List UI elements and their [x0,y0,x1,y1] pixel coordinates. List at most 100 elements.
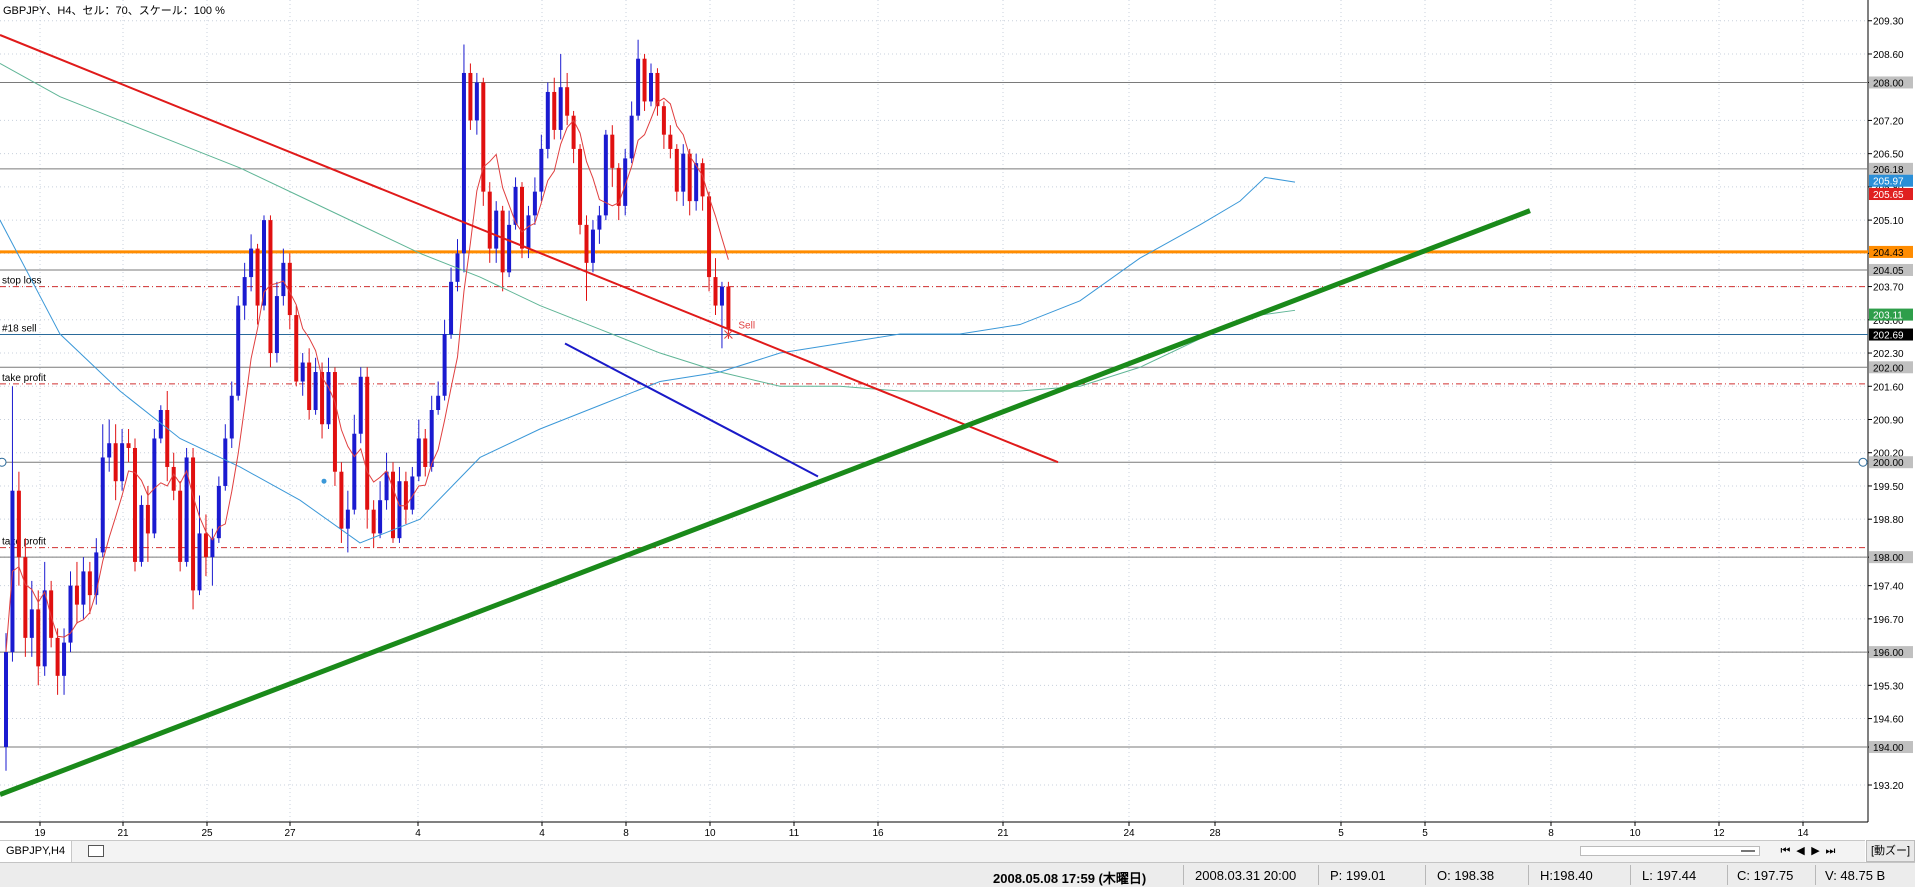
candle-body [371,509,376,534]
date-tick-label: 21 [117,828,129,839]
trendline-blue [564,342,819,478]
status-p: P: 199.01 [1330,868,1386,883]
candle-body [603,134,608,216]
candle-body [539,148,544,192]
candle-body [262,220,266,306]
date-tick-label: 11 [789,828,800,839]
candle-body [326,372,331,425]
candle-body [81,571,86,605]
date-tick-label: 4 [539,828,545,839]
date-tick-label: 4 [415,828,421,839]
price-chart[interactable]: #18 sell stop loss take profit take profit S… [0,0,1915,840]
price-tag [1869,741,1913,754]
price-tag [1869,174,1913,187]
scroll-thumb[interactable] [1741,850,1755,852]
date-tick-label: 21 [997,828,1009,839]
indicator-dot [321,478,327,484]
moving-average-blue [0,176,1296,544]
price-tag [1869,162,1913,175]
status-high: H:198.40 [1540,868,1593,883]
candle-body [526,215,531,249]
stop-loss-label: stop loss [2,276,41,287]
price-tag-label: 206.18 [1873,165,1904,176]
tab-gbpjpy-h4[interactable]: GBPJPY,H4 [0,841,73,862]
candle-body [178,490,183,562]
candle-body [397,481,402,539]
auto-zoom-button[interactable]: [動ズー] [1866,840,1915,862]
candle-body [249,248,254,278]
candle-body [358,376,363,434]
horizontal-scrollbar[interactable] [1580,846,1760,856]
status-datetime: 2008.05.08 17:59 (木曜日) [993,871,1147,886]
price-tag [1869,646,1913,659]
price-tag [1869,188,1913,201]
price-tick-label: 206.50 [1873,150,1904,161]
price-tag-label: 208.00 [1873,78,1904,89]
position-line-label: #18 sell [2,324,36,335]
candle-body [545,91,550,149]
scroll-next-icon[interactable]: ▶ [1811,845,1820,857]
candle-body [552,91,557,130]
candle-body [339,471,344,529]
candle-body [442,334,447,396]
trendline-green [0,208,1531,797]
window-icon[interactable] [88,845,104,857]
candle-body [378,500,383,534]
candle-body [126,443,131,448]
price-tick-label: 209.30 [1873,17,1904,28]
price-tick-label: 195.30 [1873,681,1904,692]
candle-body [197,533,202,591]
scroll-last-icon[interactable]: ⏭ [1825,845,1836,857]
candle-body [100,457,105,553]
price-tag [1869,263,1913,276]
price-tag-label: 196.00 [1873,648,1904,659]
period-separator-marker [1858,457,1868,467]
status-close: C: 197.75 [1737,868,1794,883]
price-tag-label: 203.11 [1873,311,1903,322]
candle-body [320,372,325,425]
price-tick-label: 207.20 [1873,116,1904,127]
candle-body [416,438,421,477]
price-tick-label: 196.70 [1873,615,1904,626]
price-tick-label: 197.40 [1873,582,1904,593]
candle-body [287,262,292,316]
candle-body [274,296,279,354]
candle-body [449,281,454,335]
candle-body [216,485,221,539]
candle-body [171,466,176,491]
chart-area[interactable]: #18 sell stop loss take profit take profit S… [0,0,1915,863]
candle-body [223,438,228,486]
candle-body [68,585,73,643]
price-tick-label: 208.60 [1873,50,1904,61]
candle-body [384,471,389,501]
candle-body [55,637,60,676]
scroll-first-icon[interactable]: ⏮ [1780,845,1791,857]
candle-body [649,72,653,102]
candle-body [133,447,137,562]
take-profit-line-label: take profit [2,537,46,548]
candle-body [629,115,634,159]
candle-body [565,87,570,116]
price-tag-label: 204.05 [1873,266,1904,277]
scroll-prev-icon[interactable]: ◀ [1796,845,1805,857]
candle-body [107,443,112,458]
candle-body [242,277,247,306]
candle-body [23,557,28,638]
candle-body [494,210,499,249]
price-tag [1869,76,1913,89]
candle-body [36,609,41,667]
price-tag-label: 204.43 [1873,248,1904,259]
candle-body [487,191,492,249]
candle-body [210,538,215,558]
price-tick-label: 200.20 [1873,449,1904,460]
date-tick-label: 5 [1422,828,1428,839]
status-volume: V: 48.75 B [1825,868,1886,883]
candle-body [42,590,47,667]
candle-body [158,410,163,439]
candle-body [313,372,318,410]
candle-body [578,148,583,225]
price-tag-label: 194.00 [1873,743,1904,754]
candle-body [532,191,537,216]
chart-background [0,0,1915,840]
moving-average-red [5,97,729,653]
